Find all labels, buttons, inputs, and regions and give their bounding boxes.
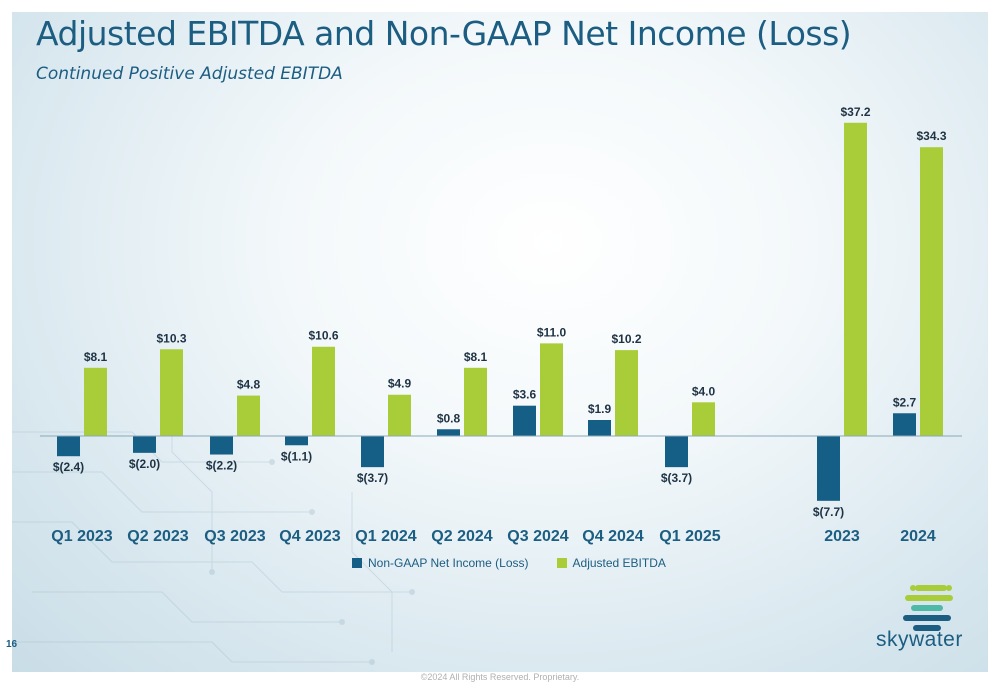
page-number: 16 — [6, 639, 18, 650]
data-label-net-income: $1.9 — [588, 402, 612, 416]
data-label-ebitda: $10.6 — [308, 329, 338, 343]
data-label-net-income: $(3.7) — [661, 471, 692, 485]
category-label: Q4 2024 — [582, 528, 643, 545]
bar-ebitda — [312, 346, 335, 436]
category-label: Q3 2023 — [204, 528, 265, 545]
data-label-net-income: $(7.7) — [813, 505, 844, 519]
data-label-net-income: $(1.1) — [281, 449, 312, 463]
legend-item-net-income: Non-GAAP Net Income (Loss) — [352, 556, 529, 570]
data-label-ebitda: $10.2 — [611, 332, 641, 346]
data-label-net-income: $(2.0) — [129, 457, 160, 471]
legend-label-ebitda: Adjusted EBITDA — [572, 556, 666, 570]
data-label-ebitda: $4.9 — [388, 377, 412, 391]
bar-ebitda — [388, 394, 411, 436]
category-label: Q1 2023 — [51, 528, 112, 545]
bar-net-income — [513, 405, 536, 436]
bar-ebitda — [615, 350, 638, 436]
chart-legend: Non-GAAP Net Income (Loss) Adjusted EBIT… — [352, 556, 666, 570]
bar-net-income — [285, 436, 308, 446]
bar-ebitda — [540, 343, 563, 436]
legend-swatch-ebitda — [556, 558, 567, 568]
bar-ebitda — [844, 122, 867, 436]
category-label: Q1 2025 — [659, 528, 720, 545]
bar-ebitda — [84, 367, 107, 436]
data-label-ebitda: $34.3 — [916, 129, 946, 143]
data-label-net-income: $(2.4) — [53, 460, 84, 474]
bar-net-income — [588, 420, 611, 436]
legend-item-ebitda: Adjusted EBITDA — [556, 556, 666, 570]
bar-ebitda — [160, 349, 183, 436]
data-label-net-income: $0.8 — [437, 411, 461, 425]
category-label: Q2 2024 — [431, 528, 492, 545]
data-label-net-income: $(3.7) — [357, 471, 388, 485]
data-label-net-income: $2.7 — [893, 395, 917, 409]
bar-net-income — [133, 436, 156, 453]
legend-swatch-net-income — [352, 558, 362, 568]
data-label-ebitda: $8.1 — [464, 350, 488, 364]
bar-net-income — [817, 436, 840, 501]
circuit-decoration — [12, 412, 415, 665]
bar-net-income — [665, 436, 688, 468]
data-label-net-income: $3.6 — [513, 388, 537, 402]
slide-background — [12, 12, 988, 672]
bar-net-income — [893, 413, 916, 436]
bar-net-income — [361, 436, 384, 468]
category-label: 2024 — [900, 528, 936, 545]
category-label: 2023 — [824, 528, 860, 545]
page-title: Adjusted EBITDA and Non-GAAP Net Income … — [36, 14, 852, 53]
category-label: Q3 2024 — [507, 528, 568, 545]
legend-label-net-income: Non-GAAP Net Income (Loss) — [368, 556, 529, 570]
category-label: Q1 2024 — [355, 528, 416, 545]
bar-ebitda — [920, 147, 943, 436]
data-label-ebitda: $8.1 — [84, 350, 108, 364]
data-label-ebitda: $37.2 — [840, 105, 870, 119]
category-label: Q2 2023 — [127, 528, 188, 545]
logo-wordmark: skywater — [876, 628, 963, 651]
bar-chart: $(2.4) $8.1 Q1 2023 $(2.0) $10.3 Q2 2023 $(2.2… — [40, 105, 962, 545]
data-label-net-income: $(2.2) — [206, 459, 237, 473]
bar-ebitda — [464, 367, 487, 436]
data-label-ebitda: $4.8 — [237, 378, 261, 392]
data-label-ebitda: $11.0 — [537, 325, 567, 339]
page-subtitle: Continued Positive Adjusted EBITDA — [36, 64, 343, 84]
category-label: Q4 2023 — [279, 528, 340, 545]
bar-ebitda — [692, 402, 715, 436]
bar-net-income — [437, 429, 460, 436]
bar-ebitda — [237, 395, 260, 436]
footer-copyright: ©2024 All Rights Reserved. Proprietary. — [420, 672, 580, 682]
bar-net-income — [57, 436, 80, 457]
bar-net-income — [210, 436, 233, 455]
data-label-ebitda: $10.3 — [156, 331, 186, 345]
data-label-ebitda: $4.0 — [692, 384, 716, 398]
skywater-logo-icon — [903, 585, 953, 631]
